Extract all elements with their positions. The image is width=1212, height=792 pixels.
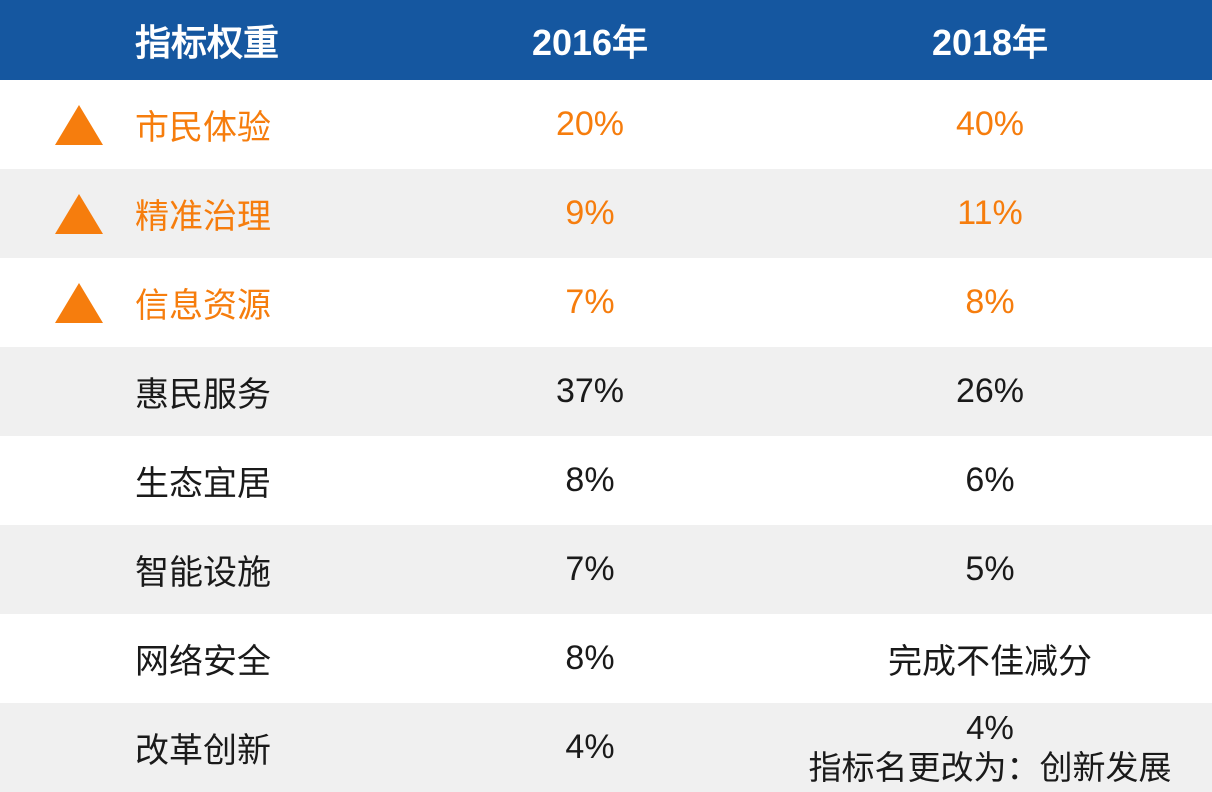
table-row: 生态宜居 8% 6% xyxy=(0,436,1212,525)
up-triangle-icon xyxy=(55,193,103,234)
indicator-label: 市民体验 xyxy=(135,109,271,147)
header-col-indicator: 指标权重 xyxy=(135,22,280,63)
value-2016: 4% xyxy=(565,728,615,766)
indicator-label: 精准治理 xyxy=(135,198,271,236)
value-2018: 4% xyxy=(966,708,1014,746)
value-2016: 8% xyxy=(565,461,615,499)
table-row: 惠民服务 37% 26% xyxy=(0,347,1212,436)
value-2018-cell: 4% 指标名更改为：创新发展 xyxy=(780,708,1200,788)
value-2016: 37% xyxy=(555,372,625,410)
value-2018-note: 指标名更改为：创新发展 xyxy=(808,748,1172,786)
header-col-2018: 2018年 xyxy=(931,22,1049,63)
indicator-label: 网络安全 xyxy=(135,643,271,681)
header-col-2016: 2016年 xyxy=(531,22,649,63)
value-2018: 40% xyxy=(955,105,1025,143)
value-2018: 11% xyxy=(957,194,1023,232)
table-row: 精准治理 9% 11% xyxy=(0,169,1212,258)
table-row: 网络安全 8% 完成不佳减分 xyxy=(0,614,1212,703)
value-2018: 8% xyxy=(965,283,1015,321)
value-2016: 20% xyxy=(555,105,625,143)
table-row: 智能设施 7% 5% xyxy=(0,525,1212,614)
value-2016: 8% xyxy=(565,639,615,677)
indicator-label: 生态宜居 xyxy=(135,465,271,503)
value-2016: 7% xyxy=(565,283,615,321)
indicator-label: 改革创新 xyxy=(135,732,271,770)
value-2016: 7% xyxy=(565,550,615,588)
table-row: 信息资源 7% 8% xyxy=(0,258,1212,347)
value-2018: 完成不佳减分 xyxy=(888,643,1092,681)
indicator-label: 智能设施 xyxy=(135,554,271,592)
table-row: 改革创新 4% 4% 指标名更改为：创新发展 xyxy=(0,703,1212,792)
up-triangle-icon xyxy=(55,104,103,145)
indicator-label: 惠民服务 xyxy=(135,376,271,414)
value-2018: 5% xyxy=(965,550,1015,588)
table-header: 指标权重 2016年 2018年 xyxy=(0,0,1212,80)
value-2016: 9% xyxy=(565,194,615,232)
value-2018: 26% xyxy=(955,372,1025,410)
up-triangle-icon xyxy=(55,282,103,323)
indicator-label: 信息资源 xyxy=(135,287,271,325)
value-2018: 6% xyxy=(965,461,1015,499)
table-row: 市民体验 20% 40% xyxy=(0,80,1212,169)
